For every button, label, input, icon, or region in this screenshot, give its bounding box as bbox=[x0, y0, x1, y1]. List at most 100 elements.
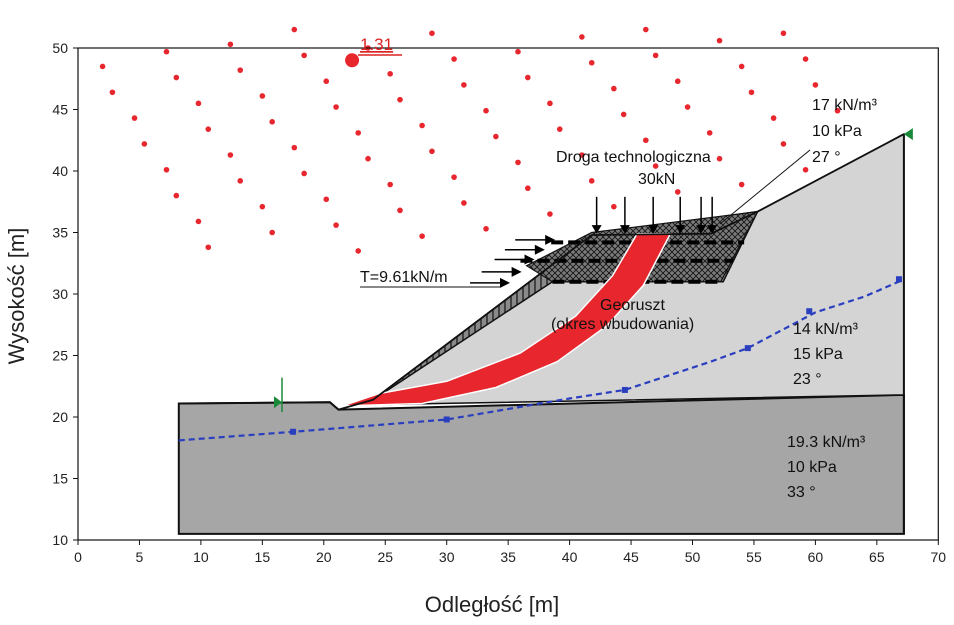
phreatic-line bbox=[178, 279, 902, 442]
trial-center-34 bbox=[355, 130, 362, 136]
trial-center-20 bbox=[141, 141, 148, 147]
trial-center-1 bbox=[99, 63, 106, 70]
load-arrow-head-2 bbox=[619, 225, 630, 234]
trial-center-50 bbox=[684, 104, 691, 110]
material-middle-cohesion: 15 kPa bbox=[793, 346, 843, 363]
trial-center-36 bbox=[483, 107, 489, 114]
trial-center-39 bbox=[674, 78, 681, 85]
y-tick-label-45: 45 bbox=[52, 102, 68, 118]
trial-center-52 bbox=[812, 82, 819, 88]
trial-center-40 bbox=[738, 63, 745, 70]
trial-center-63 bbox=[834, 107, 841, 114]
trial-center-70 bbox=[588, 178, 595, 184]
y-tick-label-35: 35 bbox=[52, 225, 68, 241]
trial-center-54 bbox=[259, 203, 266, 210]
trial-center-32 bbox=[227, 152, 234, 158]
trial-center-38 bbox=[611, 85, 617, 92]
trial-center-46 bbox=[429, 148, 435, 155]
x-axis-title: Odległość [m] bbox=[425, 592, 560, 617]
anchor-arrow-head-5 bbox=[545, 234, 556, 245]
trial-center-17 bbox=[515, 48, 521, 55]
trial-center-65 bbox=[269, 229, 275, 236]
trial-center-3 bbox=[227, 41, 234, 48]
trial-center-25 bbox=[461, 82, 467, 88]
phreatic-marker-1 bbox=[290, 428, 297, 435]
x-tick-label-65: 65 bbox=[869, 549, 885, 565]
trial-center-23 bbox=[333, 104, 339, 110]
x-tick-label-10: 10 bbox=[193, 549, 209, 565]
reinforcement-label-1: Georuszt bbox=[600, 297, 665, 314]
x-tick-label-40: 40 bbox=[562, 549, 578, 565]
x-tick-label-35: 35 bbox=[500, 549, 516, 565]
trial-center-28 bbox=[652, 52, 659, 59]
trial-center-37 bbox=[547, 100, 553, 107]
phreatic-marker-3 bbox=[621, 386, 628, 393]
trial-center-19 bbox=[642, 26, 649, 33]
trial-center-53 bbox=[195, 218, 202, 225]
material-bottom-unit-weight: 19.3 kN/m³ bbox=[787, 434, 866, 451]
anchor-arrow-head-3 bbox=[524, 254, 535, 265]
trial-center-60 bbox=[642, 137, 649, 144]
x-tick-label-20: 20 bbox=[316, 549, 332, 565]
y-tick-label-40: 40 bbox=[52, 163, 68, 179]
trial-center-7 bbox=[237, 67, 244, 73]
trial-center-75 bbox=[419, 233, 425, 239]
trial-center-45 bbox=[365, 155, 371, 162]
y-tick-label-30: 30 bbox=[52, 286, 68, 302]
trial-center-15 bbox=[387, 71, 393, 77]
trial-center-16 bbox=[451, 56, 457, 62]
trial-center-77 bbox=[547, 211, 553, 217]
trial-center-44 bbox=[301, 170, 307, 177]
trial-center-11 bbox=[131, 115, 138, 121]
trial-center-47 bbox=[493, 133, 499, 140]
load-arrow-head-1 bbox=[591, 225, 602, 234]
trial-center-41 bbox=[802, 56, 809, 62]
trial-center-33 bbox=[291, 144, 298, 151]
y-tick-label-20: 20 bbox=[52, 409, 68, 425]
phreatic-marker-5 bbox=[806, 308, 813, 315]
trial-center-18 bbox=[579, 34, 585, 40]
trial-center-8 bbox=[301, 52, 307, 59]
material-top-leader bbox=[719, 149, 811, 225]
x-tick-label-50: 50 bbox=[685, 549, 701, 565]
trial-center-48 bbox=[556, 126, 563, 132]
trial-center-24 bbox=[397, 96, 403, 103]
trial-center-29 bbox=[716, 37, 723, 44]
trial-center-49 bbox=[620, 111, 627, 118]
phreatic-marker-2 bbox=[443, 416, 450, 423]
material-middle-unit-weight: 14 kN/m³ bbox=[793, 321, 859, 338]
trial-center-69 bbox=[525, 185, 531, 192]
trial-center-6 bbox=[173, 74, 180, 81]
load-arrow-head-3 bbox=[648, 225, 659, 234]
trial-center-2 bbox=[163, 48, 170, 55]
trial-center-57 bbox=[451, 174, 457, 180]
phreatic-marker-4 bbox=[744, 345, 751, 352]
material-top-friction: 27 ° bbox=[812, 149, 841, 166]
reinforcement-label-2: (okres wbudowania) bbox=[551, 316, 694, 333]
reinforcement-force-label: T=9.61kN/m bbox=[360, 269, 448, 286]
trial-center-21 bbox=[205, 126, 212, 132]
trial-center-4 bbox=[291, 26, 298, 33]
trial-center-35 bbox=[419, 122, 425, 129]
x-tick-label-25: 25 bbox=[377, 549, 393, 565]
trial-center-61 bbox=[706, 130, 713, 136]
load-arrow-head-6 bbox=[707, 225, 718, 234]
x-tick-label-70: 70 bbox=[931, 549, 947, 565]
trial-center-14 bbox=[323, 78, 330, 85]
y-tick-label-10: 10 bbox=[52, 532, 68, 548]
trial-center-68 bbox=[461, 200, 467, 206]
y-tick-label-50: 50 bbox=[52, 40, 68, 56]
x-tick-label-5: 5 bbox=[136, 549, 144, 565]
phreatic-marker-6 bbox=[895, 276, 902, 283]
material-top-unit-weight: 17 kN/m³ bbox=[812, 97, 878, 114]
anchor-arrow-head-1 bbox=[500, 277, 511, 288]
x-tick-label-30: 30 bbox=[439, 549, 455, 565]
trial-center-73 bbox=[780, 141, 787, 147]
right-marker-flag bbox=[903, 128, 913, 141]
anchor-arrow-head-4 bbox=[534, 244, 545, 255]
anchor-arrow-head-2 bbox=[511, 266, 522, 277]
trial-center-76 bbox=[483, 226, 489, 232]
load-arrow-head-4 bbox=[675, 225, 686, 234]
trial-center-51 bbox=[748, 89, 755, 96]
material-bottom-friction: 33 ° bbox=[787, 484, 816, 501]
